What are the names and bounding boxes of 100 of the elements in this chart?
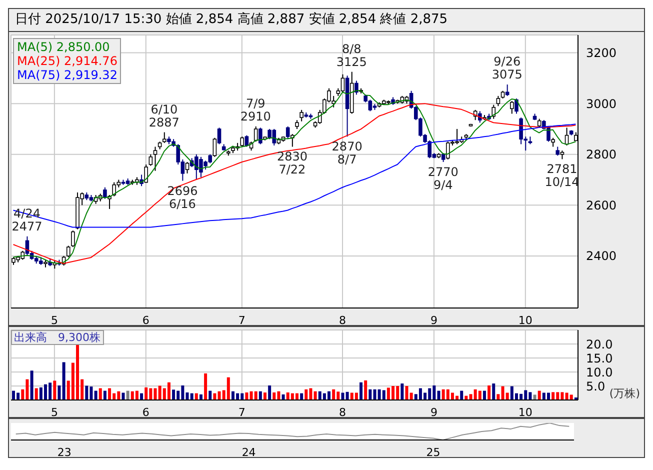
bar [360,382,363,400]
bar [94,390,98,400]
bar [53,380,56,400]
bar [167,382,170,400]
candlestick [162,132,166,144]
x-tick-label: 8 [339,314,346,327]
bar [538,390,541,400]
candlestick [354,80,358,96]
bar [226,377,230,400]
x-tick-label: 24 [242,446,256,459]
bar [332,389,336,400]
bar [400,383,404,400]
x-tick-label: 25 [426,446,440,459]
x-tick-label: 9 [430,406,438,419]
y-tick-label: 20.0 [586,337,613,352]
candlestick [492,104,496,120]
bar [570,394,573,400]
x-tick-label: 5 [50,314,58,327]
bar [314,391,317,400]
y-axis-title: (万株) [609,386,640,401]
candlestick [144,164,148,184]
bar [304,389,308,400]
bar [30,370,34,400]
bar [533,394,536,400]
annotation: 2870 8/7 [332,140,362,167]
bar [204,373,208,400]
bar [552,392,555,400]
bar [199,394,202,400]
text: MA(25) 2,914.76 [17,54,118,68]
candlestick [340,74,345,93]
y-tick-label: 2800 [586,148,617,162]
bar [492,383,496,400]
bar [272,392,276,400]
x-tick-label: 6 [142,406,150,419]
bar [410,392,413,400]
bar [144,387,148,400]
annotation: 8/8 3125 [336,42,367,69]
bar [108,388,112,400]
annotation: 2830 7/22 [276,150,308,177]
bar [482,390,486,400]
y-tick-label: 10.0 [586,365,613,380]
bar [172,390,176,400]
annotation: 2696 6/16 [167,184,198,211]
bar [135,390,138,400]
bar [126,390,130,400]
bar [282,394,285,400]
bar [382,390,386,400]
y-tick-label: 3200 [586,46,617,60]
candlestick [254,126,258,142]
candlestick [496,95,500,107]
bar [122,392,125,400]
x-tick-label: 6 [142,314,150,327]
candlestick [185,161,190,174]
bar [478,390,482,400]
text: MA(5) 2,850.00 [17,40,111,54]
y-tick-label: 3000 [586,96,617,111]
x-tick-label: 9 [430,314,438,327]
x-tick-label: 10 [518,314,532,327]
bar [263,392,266,400]
x-tick-label: 8 [339,406,346,419]
candlestick [510,100,514,114]
x-tick-label: 7 [238,406,246,419]
y-tick-label: 5.0 [586,379,606,394]
candlestick [258,127,262,145]
candlestick [217,127,222,145]
candlestick [71,230,75,248]
bar [58,385,61,400]
bar [103,390,106,400]
y-tick-label: 2600 [586,198,617,212]
y-tick-label: 15.0 [586,351,613,366]
chart-title: 日付 2025/10/17 15:30 始値 2,854 高値 2,887 安値 2,854 終値 2,875 [9,9,644,32]
candlestick [153,146,158,172]
bar [258,391,262,400]
bar [460,390,464,400]
bar [254,391,258,400]
bar [98,388,102,400]
candlestick [240,136,244,148]
candlestick [212,137,217,158]
candlestick [66,245,70,258]
bar [62,362,66,400]
bar [546,392,550,400]
bar [354,392,358,400]
bar [245,392,248,400]
annotation: 9/26 3075 [492,54,522,82]
candlestick [514,98,518,114]
x-tick-label: 5 [50,406,58,419]
annotation: 7/9 2910 [240,96,271,124]
candlestick [148,154,153,166]
bar [208,390,212,400]
x-tick-label: 23 [57,446,72,459]
candlestick [300,109,304,122]
chart-title: 出来高 9,300株 [11,330,104,345]
bar [268,385,272,400]
y-tick-label: 2400 [586,249,617,264]
bar [405,386,408,400]
bar [437,390,440,400]
candlestick [286,126,290,140]
annotation: 6/10 2887 [148,102,180,130]
candlestick [505,84,510,96]
bar [346,392,349,400]
